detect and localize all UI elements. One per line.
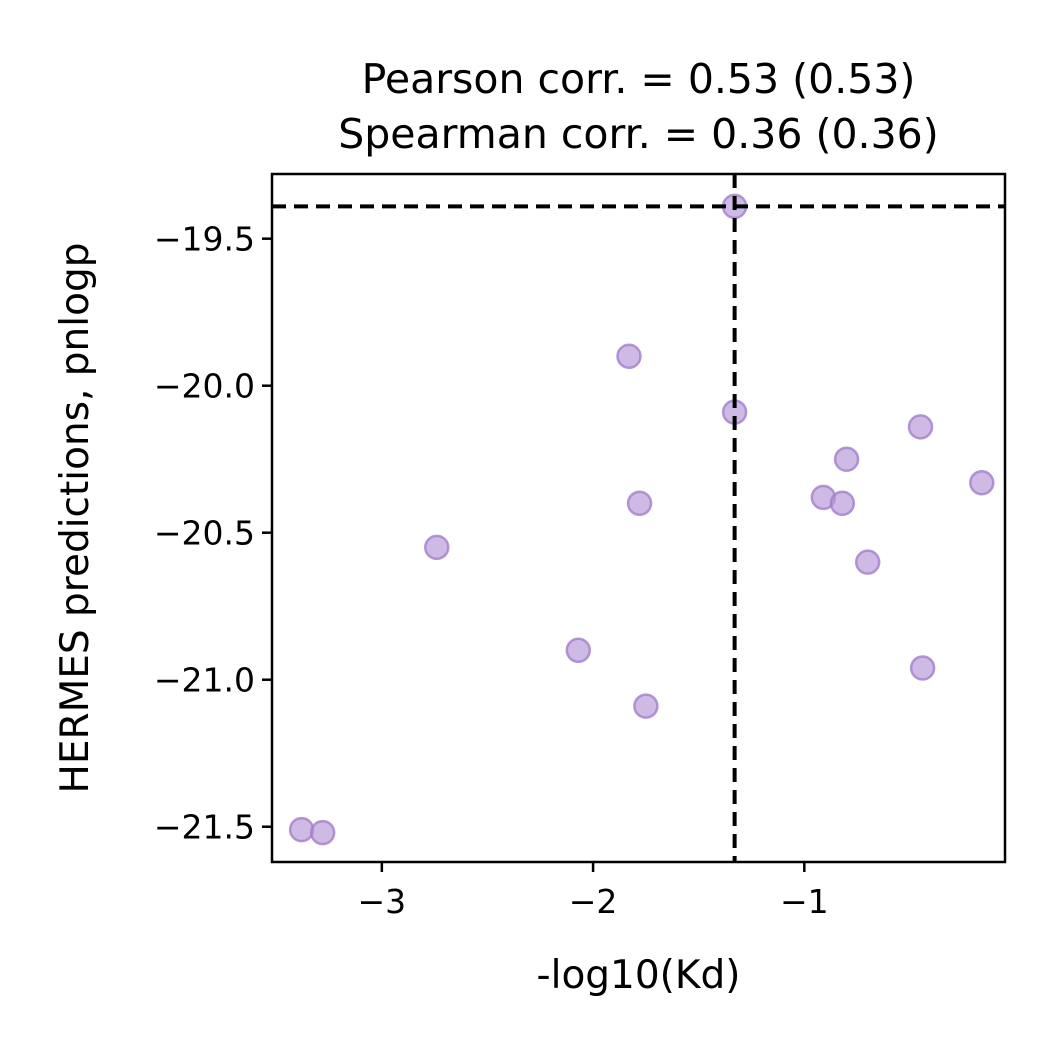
data-point bbox=[969, 469, 995, 496]
data-point bbox=[907, 414, 934, 440]
y-tick-label: −20.0 bbox=[154, 367, 255, 406]
x-tick-label: −2 bbox=[569, 882, 618, 921]
data-point bbox=[854, 549, 881, 575]
plot-frame bbox=[270, 172, 1007, 864]
data-points bbox=[288, 193, 995, 846]
chart-title-spearman: Spearman corr. = 0.36 (0.36) bbox=[338, 110, 939, 158]
data-point bbox=[288, 816, 315, 843]
data-point bbox=[309, 819, 336, 846]
data-point bbox=[909, 655, 936, 681]
data-point bbox=[626, 490, 653, 517]
data-point bbox=[565, 637, 592, 664]
x-axis-ticks: −3 −2 −1 bbox=[358, 862, 829, 921]
y-axis-label: HERMES predictions, pnlogp bbox=[53, 243, 98, 794]
y-tick-label: −19.5 bbox=[154, 220, 255, 259]
y-tick-label: −20.5 bbox=[154, 514, 255, 553]
reference-lines bbox=[272, 174, 1005, 862]
x-tick-label: −1 bbox=[780, 882, 829, 921]
y-axis-ticks: −19.5 −20.0 −20.5 −21.0 −21.5 bbox=[154, 220, 272, 847]
data-point bbox=[616, 343, 642, 370]
y-tick-label: −21.0 bbox=[154, 661, 255, 700]
y-tick-label: −21.5 bbox=[154, 808, 255, 847]
data-point bbox=[833, 446, 860, 472]
data-point bbox=[424, 534, 450, 561]
data-point bbox=[829, 490, 856, 517]
x-axis-label: -log10(Kd) bbox=[537, 953, 741, 998]
chart-title-pearson: Pearson corr. = 0.53 (0.53) bbox=[362, 55, 916, 103]
x-tick-label: −3 bbox=[358, 882, 407, 921]
data-point bbox=[633, 693, 659, 719]
